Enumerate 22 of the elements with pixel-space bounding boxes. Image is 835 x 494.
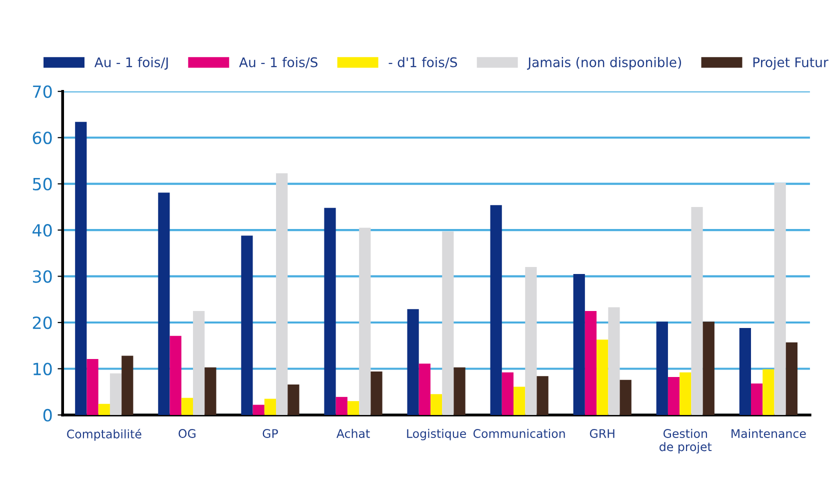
legend-label: Au - 1 fois/S <box>239 57 318 68</box>
y-tick-label: 70 <box>33 85 52 98</box>
x-tick-label: Achat <box>336 428 370 438</box>
x-tick-label: GP <box>262 429 278 438</box>
y-tick-label: 0 <box>43 408 52 422</box>
y-tick-label: 10 <box>34 362 52 376</box>
x-tick-label: Comptabilité <box>67 428 142 441</box>
y-tick-label: 40 <box>32 224 52 237</box>
legend-label: Au - 1 fois/J <box>94 57 168 70</box>
x-tick-label: Gestion de projet <box>660 428 712 454</box>
y-tick-label: 60 <box>32 132 52 144</box>
y-tick-label: 30 <box>32 270 52 283</box>
legend-label: Jamais (non disponible) <box>527 57 682 70</box>
legend-label: - d'1 fois/S <box>388 57 458 68</box>
x-tick-label: Logistique <box>407 428 466 440</box>
x-tick-label: GRH <box>590 429 614 438</box>
x-tick-label: Communication <box>473 428 565 438</box>
x-tick-label: Maintenance <box>732 428 806 438</box>
y-tick-label: 50 <box>32 178 52 190</box>
y-tick-label: 20 <box>32 316 52 330</box>
legend-label: Projet Futur <box>753 57 828 70</box>
x-tick-label: OG <box>178 429 196 438</box>
